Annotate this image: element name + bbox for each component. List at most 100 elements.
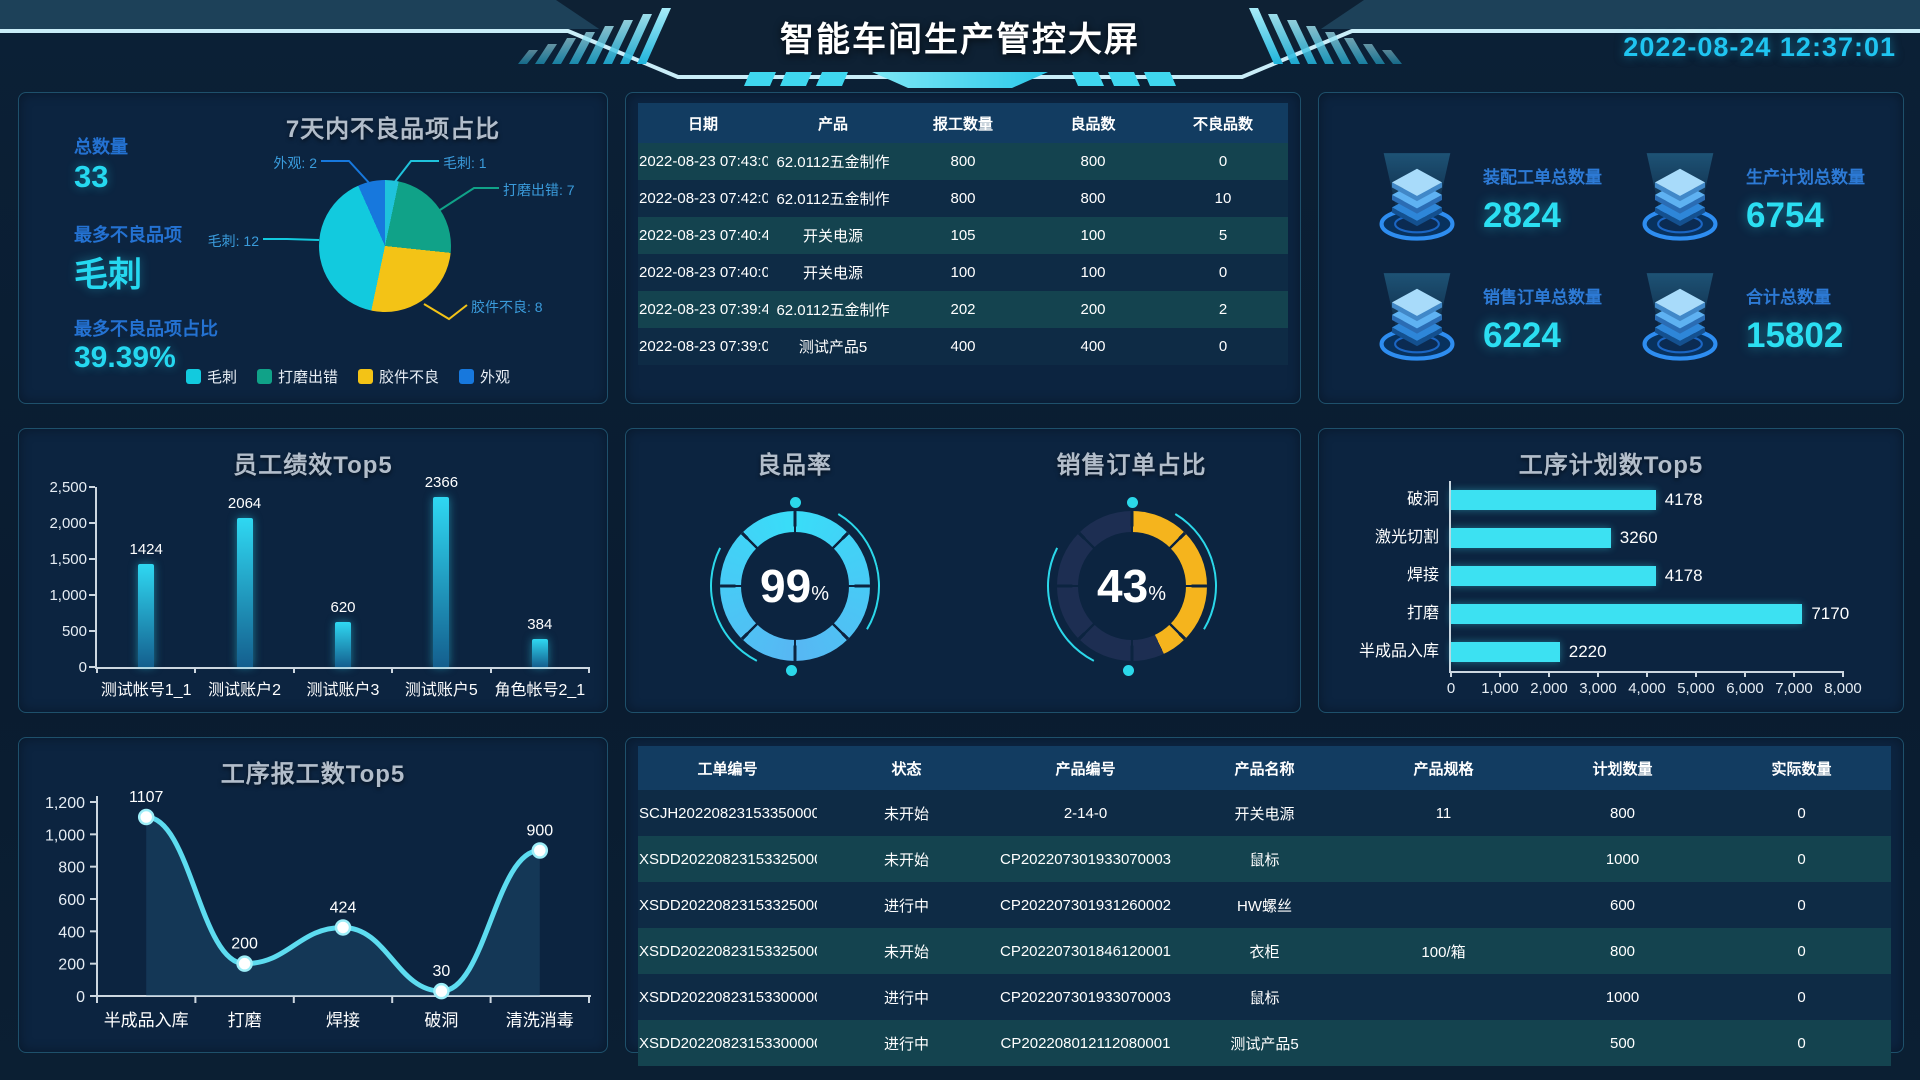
panel-summary-stats: 装配工单总数量 2824 生产计划总数量 6754 销售订单总数量 6224 合… — [1318, 92, 1904, 404]
table-row: XSDD202208231533000002-2 进行中 CP20220801211… — [638, 1020, 1891, 1066]
y-tick-label: 1,000 — [49, 587, 87, 604]
table-cell: CP202207301846120001 — [1000, 942, 1171, 960]
table-cell: 开关电源 — [802, 265, 863, 282]
table-cell: 400 — [1080, 338, 1106, 355]
pie-label: 胶件不良: 8 — [471, 299, 543, 315]
gauge-sales-ratio: 销售订单占比 43% — [963, 429, 1300, 712]
table-cell: 800 — [1080, 190, 1106, 207]
x-tick-label: 1,000 — [1481, 680, 1519, 697]
table-header-row: 日期 产品 报工数量 良品数 不良品数 — [638, 103, 1288, 143]
svg-text:1107: 1107 — [129, 789, 164, 806]
orders-table: 工单编号 状态 产品编号 产品名称 产品规格 计划数量 实际数量 SCJH202208231… — [638, 746, 1891, 1066]
bar-value-label: 4178 — [1664, 566, 1703, 585]
table-cell: 开关电源 — [1234, 805, 1295, 823]
table-cell: 鼠标 — [1249, 989, 1280, 1007]
table-cell: 0 — [1797, 1034, 1806, 1052]
stat-label: 合计总数量 — [1746, 287, 1831, 307]
bar — [1451, 528, 1611, 548]
header-decoration — [0, 0, 1920, 88]
column-header: 状态 — [817, 746, 996, 790]
table-row: 2022-08-23 07:39:08 测试产品5 400 400 0 — [638, 328, 1288, 365]
table-cell: 未开始 — [883, 805, 929, 823]
table-cell: 600 — [1609, 896, 1636, 914]
column-header: 报工数量 — [898, 103, 1028, 143]
y-tick-label: 2,500 — [49, 479, 87, 496]
svg-text:200: 200 — [231, 936, 258, 953]
pie-label: 打磨出错: 7 — [503, 182, 575, 198]
pie-chart — [319, 180, 451, 312]
table-cell: 0 — [1797, 804, 1806, 822]
x-tick-label: 8,000 — [1824, 680, 1862, 697]
bar-value-label: 4178 — [1664, 490, 1703, 509]
pie-label: 毛刺: 1 — [443, 155, 487, 171]
legend-swatch — [256, 369, 272, 384]
legend-swatch — [358, 369, 373, 384]
column-header: 产品 — [768, 103, 898, 143]
y-category-label: 激光切割 — [1374, 529, 1439, 546]
column-header: 产品规格 — [1354, 746, 1533, 790]
report-table: 日期 产品 报工数量 良品数 不良品数 2022-08-23 07:43:07 62.01… — [638, 103, 1288, 365]
bar-value-label: 2220 — [1568, 642, 1607, 661]
y-category-label: 打磨 — [1406, 605, 1439, 622]
table-cell: 进行中 — [883, 897, 929, 915]
bar-chart: 0 500 1,000 1,500 2,000 2,500 1424 测试帐号1_1 2064 测… — [49, 474, 590, 699]
svg-text:0: 0 — [76, 989, 85, 1006]
table-cell: 未开始 — [883, 851, 929, 869]
table-cell: 0 — [1797, 850, 1806, 868]
svg-text:424: 424 — [330, 899, 357, 916]
table-cell: CP202208012112080001 — [1000, 1034, 1171, 1052]
stat-label: 销售订单总数量 — [1483, 287, 1602, 307]
bar-value-label: 7170 — [1811, 604, 1850, 623]
table-row: 2022-08-23 07:40:49 开关电源 105 100 5 — [638, 217, 1288, 254]
x-category-label: 角色帐号2_1 — [494, 682, 586, 699]
stat-value: 39.39% — [74, 341, 176, 374]
panel-employee-performance: 员工绩效Top5 0 500 1,000 1,500 2,000 2,500 1424 测试帐… — [18, 428, 608, 713]
table-cell: 2022-08-23 07:43:07 — [639, 153, 768, 170]
x-tick-label: 0 — [1446, 680, 1456, 697]
table-cell: XSDD202208231533250003-4 — [639, 850, 817, 868]
panel-title: 工序计划数Top5 — [1518, 452, 1704, 479]
svg-text:破洞: 破洞 — [424, 1011, 458, 1030]
table-cell: 2022-08-23 07:42:06 — [639, 190, 768, 207]
table-cell: XSDD202208231533250003-2 — [639, 896, 817, 914]
table-row: XSDD202208231533000002-4 进行中 CP20220730193… — [638, 974, 1891, 1020]
table-cell: 400 — [950, 338, 976, 355]
table-cell: 0 — [1797, 988, 1806, 1006]
stat-card-production-plans: 生产计划总数量 6754 — [1630, 139, 1893, 259]
stat-label: 最多不良品项 — [74, 225, 182, 245]
svg-text:600: 600 — [58, 892, 85, 909]
table-cell: 2-14-0 — [1063, 804, 1108, 822]
table-cell: 1000 — [1605, 850, 1640, 868]
stat-label: 生产计划总数量 — [1746, 167, 1865, 187]
panel-report-table: 日期 产品 报工数量 良品数 不良品数 2022-08-23 07:43:07 62.01… — [625, 92, 1301, 404]
table-cell: 62.0112五金制作 — [776, 191, 890, 208]
bar — [1451, 566, 1656, 586]
legend-item: 外观 — [459, 366, 510, 387]
column-header: 良品数 — [1028, 103, 1158, 143]
column-header: 产品名称 — [1175, 746, 1354, 790]
x-tick-label: 4,000 — [1628, 680, 1666, 697]
header: 智能车间生产管控大屏 2022-08-24 12:37:01 — [0, 0, 1920, 90]
table-cell — [1354, 974, 1533, 1020]
svg-text:800: 800 — [58, 860, 85, 877]
table-row: 2022-08-23 07:43:07 62.0112五金制作 800 800 0 — [638, 143, 1288, 180]
table-row: 2022-08-23 07:39:41 62.0112五金制作 202 200 2 — [638, 291, 1288, 328]
table-cell: 2022-08-23 07:40:02 — [639, 264, 768, 281]
table-cell: 进行中 — [883, 1035, 929, 1053]
table-cell: 开关电源 — [802, 228, 863, 245]
bar-value-label: 384 — [527, 616, 553, 634]
bar-value-label: 2366 — [424, 473, 459, 491]
gauge-value: 43 — [1097, 560, 1149, 612]
bar-value-label: 2064 — [227, 495, 262, 513]
page-title: 智能车间生产管控大屏 — [780, 21, 1140, 59]
table-cell: 202 — [950, 301, 976, 318]
legend-item: 打磨出错 — [256, 366, 338, 387]
column-header: 日期 — [638, 103, 768, 143]
table-cell: 62.0112五金制作 — [776, 154, 890, 171]
bar-value-label: 620 — [330, 599, 356, 617]
svg-text:1,200: 1,200 — [45, 795, 85, 812]
table-cell: 0 — [1218, 264, 1228, 281]
stat-value: 2824 — [1483, 195, 1561, 235]
table-cell — [1354, 1020, 1533, 1066]
layers-icon — [1630, 269, 1730, 369]
